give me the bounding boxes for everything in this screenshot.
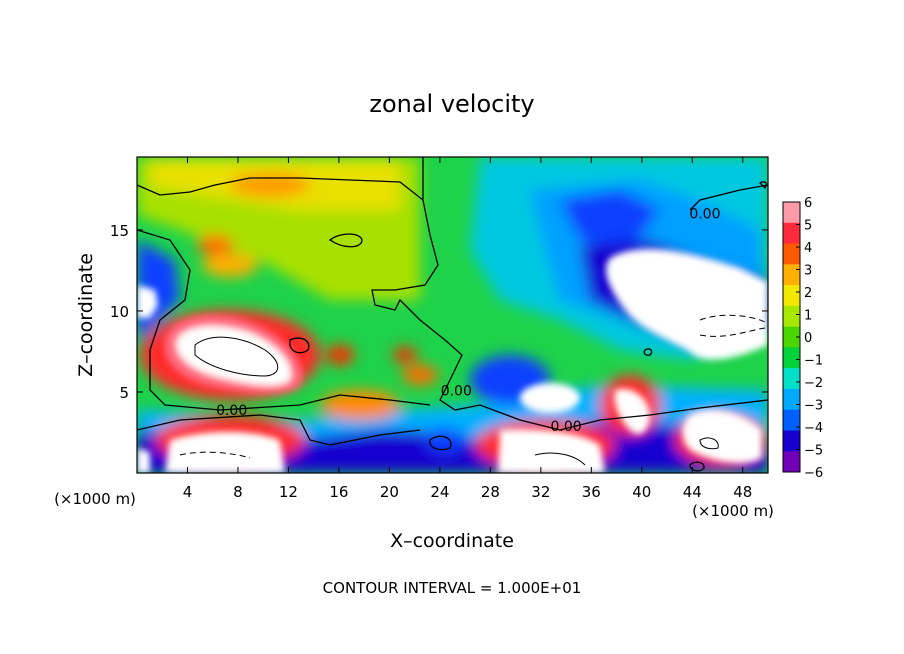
x-tick-label: 20 [380, 483, 399, 501]
contour-interval: CONTOUR INTERVAL = 1.000E+01 [323, 579, 582, 597]
x-tick-label: 44 [683, 483, 702, 501]
plot-frame [136, 156, 769, 474]
x-tick-label: 36 [582, 483, 601, 501]
y-tick-label: 5 [119, 384, 129, 402]
y-axis-label: Z–coordinate [75, 253, 97, 377]
colorbar-swatch [783, 326, 800, 348]
colorbar-label: 5 [804, 219, 812, 234]
x-tick-label: 8 [233, 483, 243, 501]
contour-labels: 0.00 0.00 0.00 0.00 [216, 207, 720, 435]
y-axis: 5 10 15 [110, 222, 768, 402]
x-tick-label: 40 [632, 483, 651, 501]
colorbar: 6 5 4 3 2 1 0 −1 −2 −3 −4 −5 −6 [782, 196, 823, 481]
colorbar-label: −5 [804, 444, 823, 459]
x-tick-label: 32 [531, 483, 550, 501]
colorbar-swatch [783, 243, 800, 265]
x-tick-label: 48 [733, 483, 752, 501]
contour-label: 0.00 [216, 403, 247, 419]
y-tick-label: 15 [110, 222, 129, 240]
x-tick-label: 28 [481, 483, 500, 501]
colorbar-label: −1 [804, 354, 823, 369]
x-axis-label: X–coordinate [390, 530, 514, 552]
x-tick-label: 4 [183, 483, 193, 501]
y-tick-label: 10 [110, 303, 129, 321]
colorbar-label: −4 [804, 421, 823, 436]
colorbar-swatch [783, 285, 800, 307]
colorbar-label: −3 [804, 399, 823, 414]
x-unit-right: (×1000 m) [692, 502, 774, 520]
colorbar-swatch [783, 202, 800, 224]
colorbar-swatch [783, 222, 800, 245]
x-tick-label: 24 [430, 483, 449, 501]
x-unit-left: (×1000 m) [54, 490, 136, 508]
x-tick-label: 16 [329, 483, 348, 501]
contour-label: 0.00 [550, 419, 581, 435]
colorbar-label: 0 [804, 331, 812, 346]
x-tick-label: 12 [279, 483, 298, 501]
colorbar-swatch [783, 264, 800, 286]
colorbar-swatch [783, 388, 800, 411]
colorbar-swatch [783, 409, 800, 431]
chart-title: zonal velocity [369, 90, 534, 118]
heatmap-field [137, 157, 768, 473]
colorbar-label: 6 [804, 196, 812, 211]
colorbar-swatch [783, 430, 800, 452]
colorbar-swatch [783, 368, 800, 390]
colorbar-label: 1 [804, 309, 812, 324]
colorbar-label: 3 [804, 264, 812, 279]
colorbar-label: −2 [804, 376, 823, 391]
contour-label: 0.00 [689, 207, 720, 223]
colorbar-label: 2 [804, 286, 812, 301]
x-axis: 4 8 12 16 20 24 28 32 36 40 44 48 [183, 157, 752, 501]
inner-contours [179, 314, 766, 466]
contour-label: 0.00 [441, 383, 472, 399]
colorbar-swatch [783, 451, 800, 473]
colorbar-swatch [783, 305, 800, 328]
colorbar-swatch [783, 347, 800, 369]
colorbar-label: 4 [804, 241, 812, 256]
colorbar-label: −6 [804, 466, 823, 481]
